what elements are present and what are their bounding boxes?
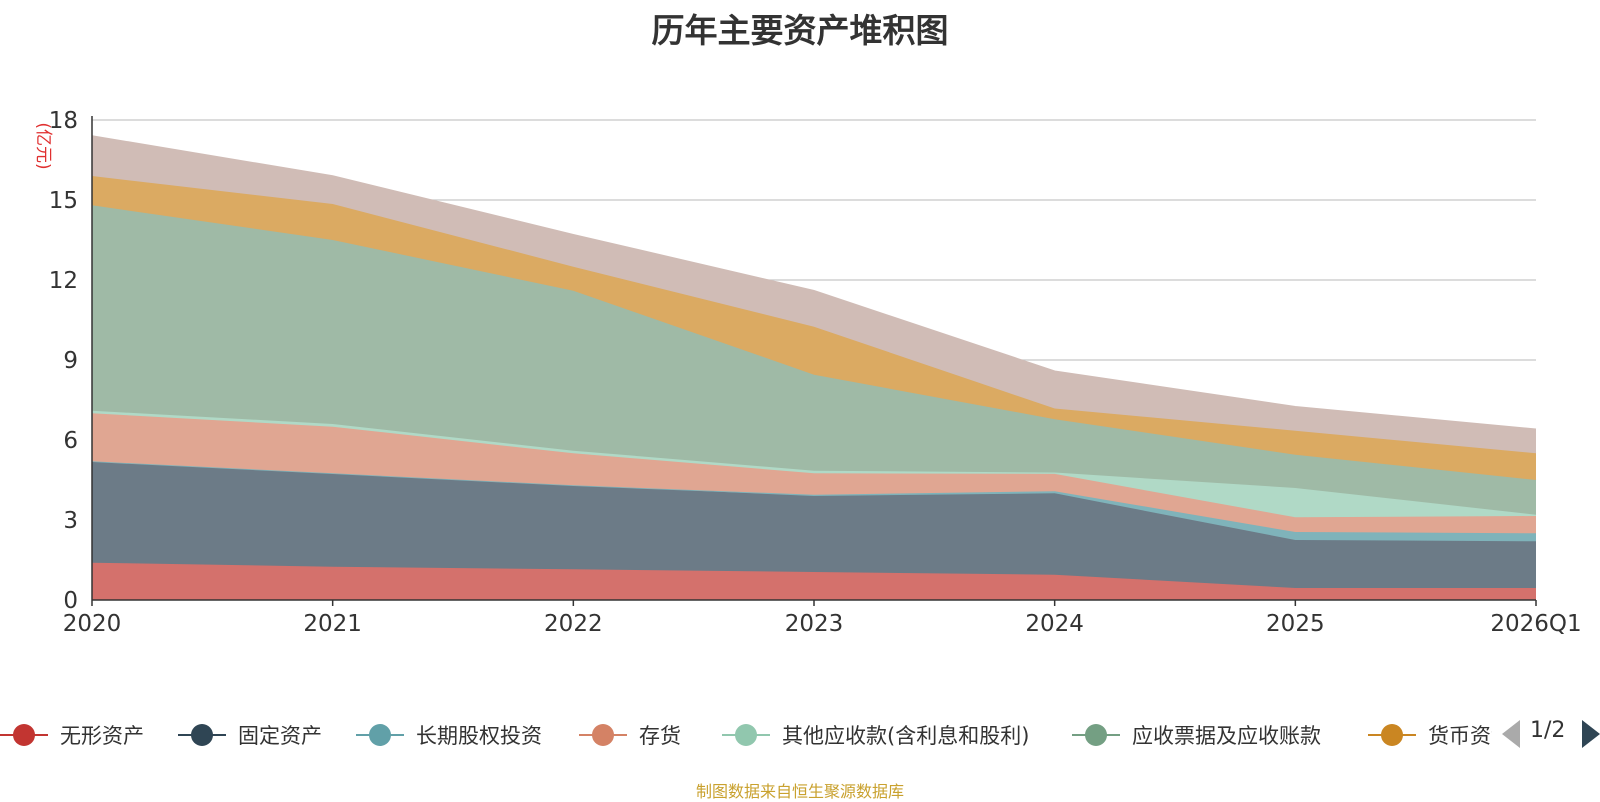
legend-dot-icon: [1381, 724, 1403, 746]
legend-dot-icon: [1085, 724, 1107, 746]
y-tick-label: 15: [49, 188, 78, 214]
area-series-1: [92, 461, 1536, 588]
legend-label: 固定资产: [238, 724, 322, 748]
x-tick-label: 2020: [63, 611, 122, 637]
x-tick-label: 2023: [785, 611, 844, 637]
legend-label: 无形资产: [60, 724, 144, 748]
legend-next-page-icon[interactable]: [1582, 720, 1600, 748]
area-series-6: [92, 176, 1536, 480]
y-tick-label: 6: [63, 428, 78, 454]
y-tick-label: 9: [63, 348, 78, 374]
legend-prev-page-icon[interactable]: [1502, 720, 1520, 748]
area-series-0: [92, 562, 1536, 600]
legend-dot-icon: [13, 724, 35, 746]
y-axis-label: (亿元): [33, 122, 53, 169]
x-tick-label: 2022: [544, 611, 603, 637]
x-tick-label: 2021: [303, 611, 362, 637]
area-series-7: [92, 136, 1536, 454]
legend-label: 其他应收款(含利息和股利): [782, 724, 1030, 748]
x-tick-label: 2025: [1266, 611, 1325, 637]
legend-dot-icon: [735, 724, 757, 746]
legend-label: 货币资金: [1428, 724, 1492, 748]
series-line-7: [91, 135, 1537, 431]
chart-title: 历年主要资产堆积图: [651, 11, 949, 50]
legend-page-indicator: 1/2: [1530, 718, 1566, 743]
legend-label: 存货: [639, 724, 681, 748]
legend: 无形资产 固定资产 长期股权投资 存货 其他应收款(含利息和股利) 应收票据及应收账款 货币…: [0, 716, 1492, 756]
legend-label: 长期股权投资: [416, 724, 542, 748]
y-tick-label: 18: [49, 108, 78, 134]
legend-dot-icon: [592, 724, 614, 746]
legend-label: 应收票据及应收账款: [1132, 724, 1321, 748]
legend-dot-icon: [369, 724, 391, 746]
area-series-2: [92, 461, 1536, 542]
x-tick-label: 2024: [1025, 611, 1084, 637]
x-tick-label: 2026Q1: [1490, 611, 1581, 637]
source-note: 制图数据来自恒生聚源数据库: [695, 782, 904, 801]
y-tick-label: 12: [49, 268, 78, 294]
y-tick-label: 0: [63, 588, 78, 614]
legend-dot-icon: [191, 724, 213, 746]
y-tick-label: 3: [63, 508, 78, 534]
